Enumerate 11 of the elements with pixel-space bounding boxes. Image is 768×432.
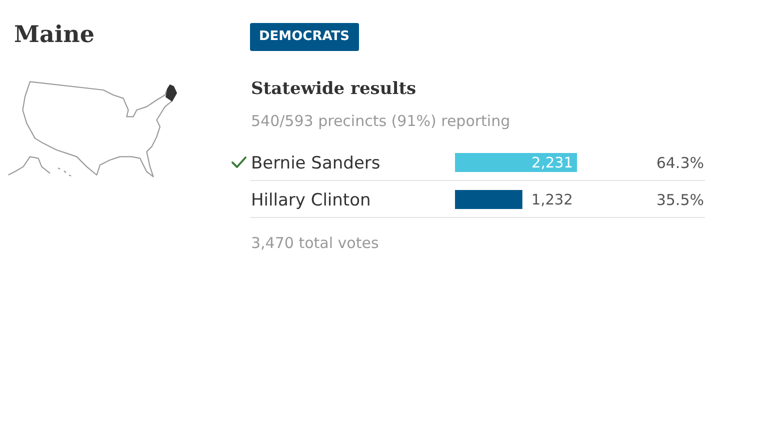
- text: 35.5%: [656, 190, 704, 208]
- text: 3,470 total votes: [251, 234, 379, 252]
- text: Maine: [14, 21, 94, 48]
- y-tick-label: Bernie Sanders: [251, 154, 380, 174]
- text: 540/593 precincts (91%) reporting: [251, 112, 510, 130]
- text: 64.3%: [656, 154, 704, 172]
- data-label: 2,231: [531, 156, 573, 172]
- data-label: 1,232: [531, 192, 573, 208]
- chart-subtitle: Statewide results: [251, 79, 416, 99]
- text: DEMOCRATS: [259, 29, 350, 44]
- y-tick-label: Hillary Clinton: [251, 190, 371, 210]
